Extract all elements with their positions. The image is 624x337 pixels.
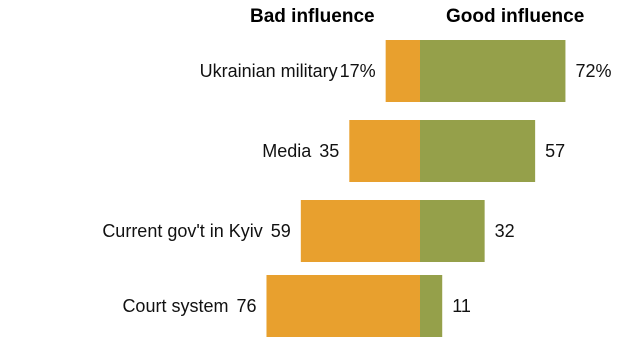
bar-bad-media xyxy=(349,120,420,182)
bar-good-court-system xyxy=(420,275,443,337)
value-label-bad-current-gov-t-in-kyiv: 59 xyxy=(271,221,291,241)
value-label-good-court-system: 11 xyxy=(452,296,471,316)
bar-bad-ukrainian-military xyxy=(385,40,420,102)
bar-bad-court-system xyxy=(266,275,420,337)
bar-good-ukrainian-military xyxy=(420,40,566,102)
bar-bad-current-gov-t-in-kyiv xyxy=(300,200,420,262)
value-label-good-current-gov-t-in-kyiv: 32 xyxy=(495,221,515,241)
bar-good-current-gov-t-in-kyiv xyxy=(420,200,485,262)
value-label-bad-ukrainian-military: 17% xyxy=(340,61,376,81)
value-label-good-ukrainian-military: 72% xyxy=(575,61,611,81)
value-label-good-media: 57 xyxy=(545,141,565,161)
bar-good-media xyxy=(420,120,536,182)
header-good-influence: Good influence xyxy=(446,6,585,27)
value-label-bad-media: 35 xyxy=(319,141,339,161)
category-label-ukrainian-military: Ukrainian military xyxy=(200,61,338,81)
category-label-court-system: Court system xyxy=(122,296,228,316)
category-label-current-gov-t-in-kyiv: Current gov't in Kyiv xyxy=(102,221,263,241)
header-bad-influence: Bad influence xyxy=(250,6,375,27)
value-label-bad-court-system: 76 xyxy=(236,296,256,316)
category-label-media: Media xyxy=(262,141,312,161)
